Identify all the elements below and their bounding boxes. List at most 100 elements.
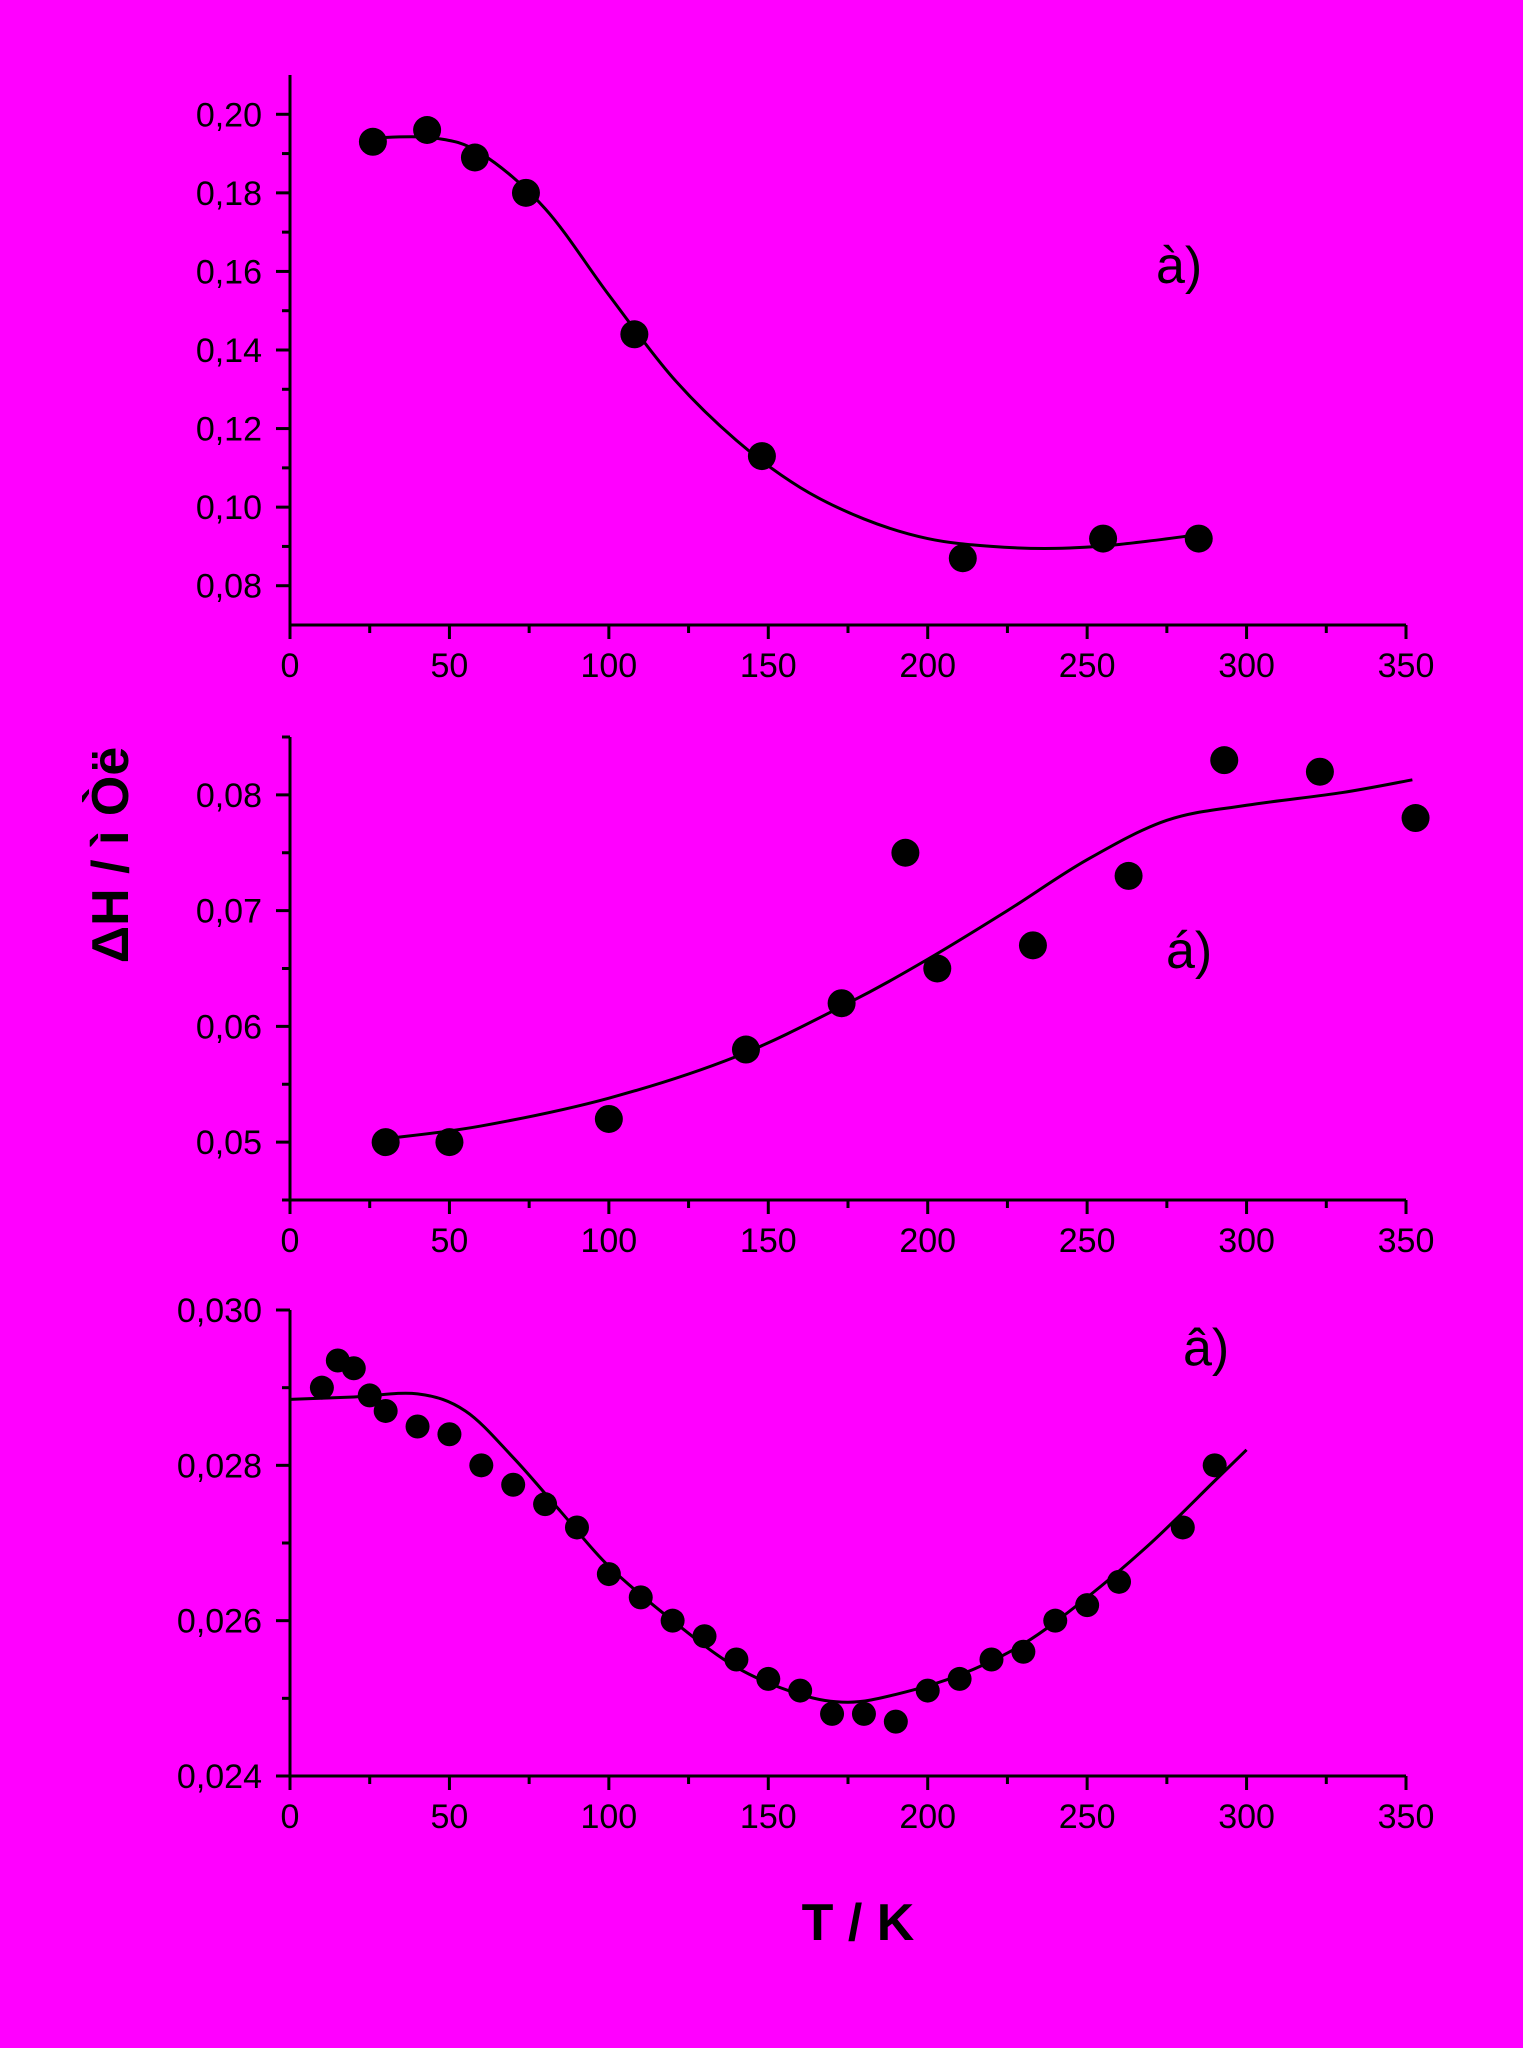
- data-point: [891, 838, 920, 867]
- data-point: [405, 1414, 430, 1439]
- data-point: [660, 1608, 685, 1633]
- data-point: [915, 1678, 940, 1703]
- x-axis-title: T / K: [802, 1894, 915, 1952]
- data-point: [1011, 1639, 1036, 1664]
- x-tick-label: 350: [1378, 1798, 1435, 1836]
- data-point: [1043, 1608, 1068, 1633]
- data-point: [357, 1383, 382, 1408]
- x-tick-label: 300: [1218, 647, 1275, 685]
- data-point: [460, 143, 489, 172]
- y-tick-label: 0,06: [196, 1008, 262, 1046]
- x-tick-label: 350: [1378, 1222, 1435, 1260]
- data-point: [1107, 1569, 1132, 1594]
- y-axis-title: ΔH / ì Òë: [82, 747, 140, 964]
- x-tick-label: 350: [1378, 647, 1435, 685]
- x-tick-label: 0: [281, 647, 300, 685]
- x-tick-label: 100: [580, 1798, 637, 1836]
- x-tick-label: 150: [740, 1222, 797, 1260]
- y-tick-label: 0,16: [196, 253, 262, 291]
- data-point: [373, 1398, 398, 1423]
- data-point: [1114, 861, 1143, 890]
- data-point: [692, 1624, 717, 1649]
- data-point: [564, 1515, 589, 1540]
- x-tick-label: 0: [281, 1222, 300, 1260]
- y-tick-label: 0,18: [196, 175, 262, 213]
- data-point: [1089, 524, 1118, 553]
- x-tick-label: 100: [580, 647, 637, 685]
- y-tick-label: 0,08: [196, 568, 262, 606]
- x-tick-label: 50: [431, 1798, 469, 1836]
- panel-c: 0 50 100 150 200 250 300 350 0,024 0,026 0,028 0,03…: [177, 1292, 1434, 1836]
- y-tick-label: 0,030: [177, 1292, 262, 1330]
- y-tick-label: 0,05: [196, 1124, 262, 1162]
- x-tick-label: 250: [1059, 1798, 1116, 1836]
- data-point: [501, 1472, 526, 1497]
- data-point: [628, 1585, 653, 1610]
- data-point: [533, 1492, 558, 1517]
- y-tick-label: 0,026: [177, 1603, 262, 1641]
- panel-label: â): [1183, 1319, 1229, 1377]
- x-tick-label: 300: [1218, 1222, 1275, 1260]
- y-tick-label: 0,024: [177, 1758, 262, 1796]
- data-point: [413, 116, 442, 144]
- data-point: [947, 1666, 972, 1691]
- data-point: [341, 1356, 366, 1381]
- x-tick-label: 150: [740, 647, 797, 685]
- data-point: [469, 1453, 494, 1478]
- x-tick-label: 50: [431, 647, 469, 685]
- panel-b: 0 50 100 150 200 250 300 350 0,05 0,06 0,07 0,08 á): [196, 735, 1435, 1260]
- x-tick-label: 200: [899, 647, 956, 685]
- fit-curve: [385, 778, 1413, 1141]
- data-point: [1305, 757, 1334, 786]
- y-tick-label: 0,10: [196, 489, 262, 527]
- data-point: [1184, 524, 1213, 553]
- data-point: [756, 1666, 781, 1691]
- data-point: [923, 954, 952, 983]
- data-point: [620, 320, 649, 349]
- data-point: [309, 1375, 334, 1400]
- data-point: [1075, 1593, 1100, 1618]
- data-point: [511, 178, 540, 207]
- x-tick-label: 250: [1059, 647, 1116, 685]
- y-tick-label: 0,028: [177, 1447, 262, 1485]
- fit-curve: [289, 1391, 1248, 1704]
- x-tick-label: 150: [740, 1798, 797, 1836]
- y-tick-label: 0,12: [196, 411, 262, 449]
- data-point: [827, 989, 856, 1018]
- y-tick-label: 0,14: [196, 332, 262, 370]
- x-tick-label: 0: [281, 1798, 300, 1836]
- x-tick-label: 200: [899, 1222, 956, 1260]
- data-point: [1401, 804, 1430, 833]
- data-point: [851, 1701, 876, 1726]
- data-point: [371, 1128, 400, 1157]
- data-point: [747, 442, 776, 471]
- x-tick-label: 100: [580, 1222, 637, 1260]
- data-point: [948, 544, 977, 573]
- data-point: [1202, 1453, 1227, 1478]
- data-point: [1018, 931, 1047, 960]
- y-tick-label: 0,07: [196, 893, 262, 931]
- x-tick-label: 300: [1218, 1798, 1275, 1836]
- data-point: [1210, 746, 1239, 775]
- y-tick-label: 0,20: [196, 96, 262, 134]
- panel-a: 0 50 100 150 200 250 300 350 0,08 0,10 0,12 0,14 0,1…: [196, 75, 1435, 685]
- data-point: [594, 1104, 623, 1133]
- data-point: [437, 1422, 462, 1447]
- x-tick-label: 250: [1059, 1222, 1116, 1260]
- data-point: [820, 1701, 845, 1726]
- data-point: [358, 127, 387, 156]
- panel-label: á): [1166, 922, 1212, 980]
- data-point: [788, 1678, 813, 1703]
- data-point: [596, 1562, 621, 1587]
- y-tick-label: 0,08: [196, 777, 262, 815]
- data-point: [724, 1647, 749, 1672]
- x-tick-label: 50: [431, 1222, 469, 1260]
- data-point: [435, 1128, 464, 1157]
- data-point: [731, 1035, 760, 1064]
- panel-label: à): [1156, 237, 1202, 295]
- data-point: [883, 1709, 908, 1734]
- fit-curve: [372, 135, 1199, 550]
- x-tick-label: 200: [899, 1798, 956, 1836]
- data-point: [1170, 1515, 1195, 1540]
